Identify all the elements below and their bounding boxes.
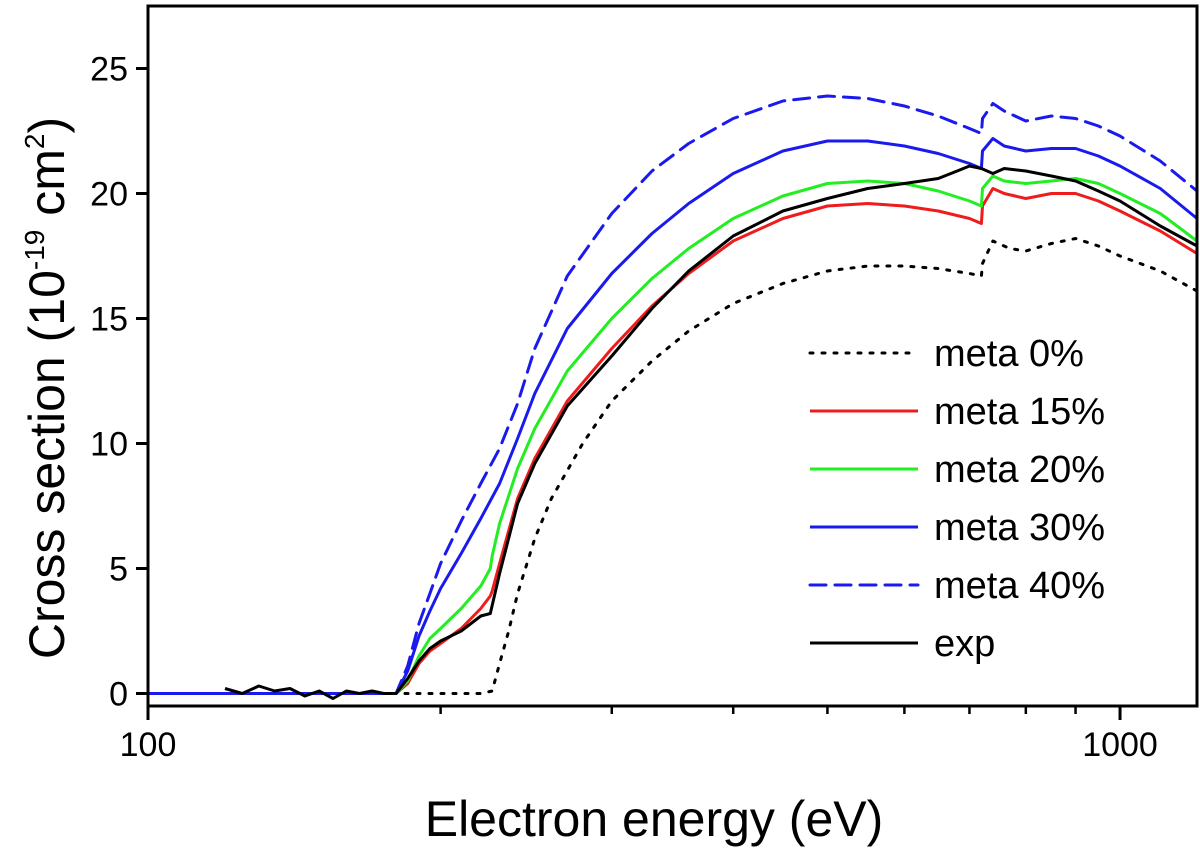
legend-label-meta-30pct: meta 30% [934,507,1105,549]
series-line-meta-15pct [225,187,1198,695]
legend-label-exp: exp [934,623,995,665]
series-line-meta-40pct [317,94,1199,695]
y-axis-title-middle: cm [19,149,75,230]
y-axis-title-exponent: -19 [19,230,50,270]
series-line-meta-30pct [148,137,1198,695]
legend-label-meta-15pct: meta 15% [934,391,1105,433]
y-axis-title-prefix: Cross section (10 [19,270,75,659]
plot-lines [148,94,1199,700]
x-axis-title: Electron energy (eV) [425,791,884,847]
legend-label-meta-20pct: meta 20% [934,449,1105,491]
y-tick-label-10: 10 [90,426,128,464]
legend-label-meta-0pct: meta 0% [934,333,1084,375]
series-line-meta-0pct [223,237,1199,695]
y-axis-title: Cross section (10-19 cm2) [19,117,75,659]
y-tick-label-25: 25 [90,51,128,89]
series-line-exp [224,164,1198,700]
y-tick-label-15: 15 [90,301,128,339]
y-axis-title-unit-exponent: 2 [19,134,50,150]
y-tick-label-20: 20 [90,176,128,214]
series-line-meta-20pct [225,174,1198,695]
y-tick-label-0: 0 [109,676,128,714]
x-tick-label-100: 100 [120,726,177,764]
plot-frame [146,4,1199,708]
x-tick-label-1000: 1000 [1082,726,1158,764]
y-tick-label-5: 5 [109,551,128,589]
y-axis-title-suffix: ) [19,117,75,134]
legend: meta 0% meta 15% meta 20% meta 30% meta 40% e… [808,333,1105,665]
axes: 0 5 10 15 20 25 100 1000 [90,4,1199,764]
legend-label-meta-40pct: meta 40% [934,565,1105,607]
